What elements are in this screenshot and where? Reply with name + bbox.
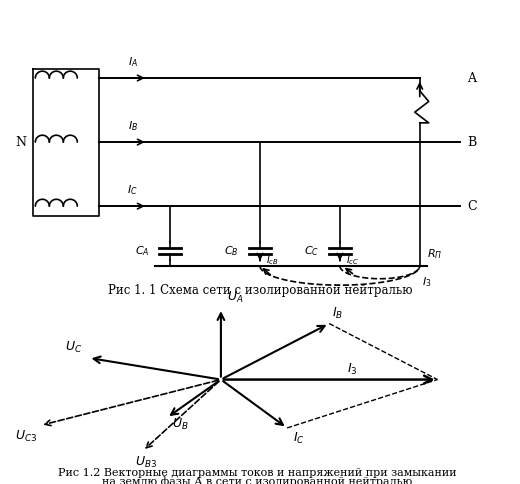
Text: $I_3$: $I_3$ [422, 275, 432, 289]
Text: $U_{C3}$: $U_{C3}$ [15, 429, 37, 444]
Text: $I_C$: $I_C$ [293, 430, 305, 446]
Text: $I_{cC}$: $I_{cC}$ [346, 254, 359, 268]
Text: Рис 1. 1 Схема сети с изолированной нейтралью: Рис 1. 1 Схема сети с изолированной нейт… [108, 284, 412, 297]
Text: $C_C$: $C_C$ [304, 244, 319, 258]
Text: C: C [467, 199, 477, 212]
Text: на землю фазы А в сети с изолированной нейтралью: на землю фазы А в сети с изолированной н… [102, 477, 412, 484]
Text: $U_C$: $U_C$ [66, 340, 83, 355]
Text: $C_B$: $C_B$ [225, 244, 239, 258]
Text: Рис 1.2 Векторные диаграммы токов и напряжений при замыкании: Рис 1.2 Векторные диаграммы токов и напр… [58, 468, 457, 478]
Text: $U_{B3}$: $U_{B3}$ [135, 454, 157, 470]
Text: $I_A$: $I_A$ [128, 55, 138, 69]
Text: $I_B$: $I_B$ [127, 119, 138, 133]
Text: A: A [467, 72, 476, 85]
Text: $I_B$: $I_B$ [332, 306, 343, 321]
Text: $I_3$: $I_3$ [347, 362, 358, 377]
Text: $I_{cB}$: $I_{cB}$ [266, 254, 279, 268]
Text: $I_C$: $I_C$ [127, 183, 138, 197]
Text: B: B [467, 136, 476, 149]
Text: $C_A$: $C_A$ [135, 244, 149, 258]
Text: $U_B$: $U_B$ [172, 417, 188, 432]
Text: N: N [15, 136, 26, 149]
Text: $U_A$: $U_A$ [227, 290, 243, 305]
Text: $R_П$: $R_П$ [427, 247, 443, 261]
